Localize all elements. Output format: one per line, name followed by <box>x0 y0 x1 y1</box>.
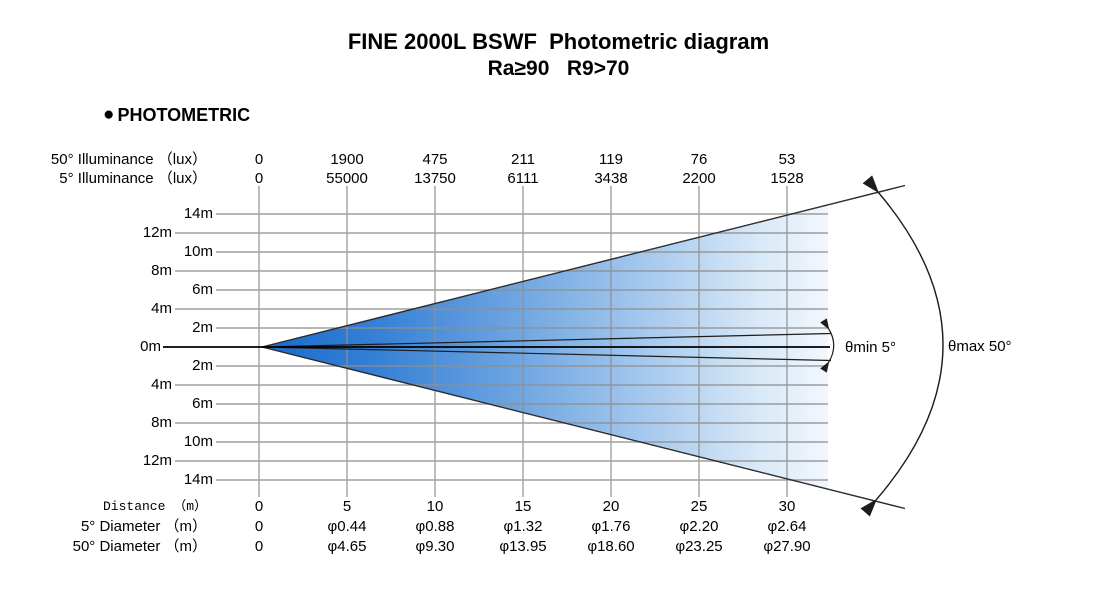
bullet-icon: ● <box>103 104 115 125</box>
y-axis-label: 2m <box>192 357 213 374</box>
y-axis-label: 8m <box>151 414 172 431</box>
distance-label: Distance （m） <box>102 499 207 514</box>
theta-max-arc <box>860 175 944 517</box>
illuminance-50-value: 475 <box>422 151 448 168</box>
y-axis-label: 4m <box>151 376 172 393</box>
y-axis-label: 6m <box>192 281 213 298</box>
illuminance-50-value: 211 <box>511 151 535 168</box>
diameter-5-value: φ2.20 <box>679 518 719 535</box>
illuminance-50-value: 1900 <box>330 151 364 168</box>
illuminance-50-label: 50° Illuminance （lux） <box>50 151 207 168</box>
distance-value: 0 <box>254 498 264 515</box>
illuminance-5-value: 1528 <box>770 170 804 187</box>
section-label: PHOTOMETRIC <box>117 104 251 125</box>
y-axis-label: 2m <box>192 319 213 336</box>
illuminance-50-value: 119 <box>599 151 623 168</box>
illuminance-50-value: 0 <box>254 151 264 168</box>
theta-max-label: θmax 50° <box>948 338 1012 355</box>
diameter-5-value: φ1.32 <box>503 518 543 535</box>
illuminance-5-value: 3438 <box>594 170 628 187</box>
illuminance-50-value: 53 <box>778 151 796 168</box>
diameter-50-value: φ9.30 <box>415 538 455 555</box>
y-axis-label: 14m <box>183 205 213 222</box>
diameter-5-label: 5° Diameter （m） <box>80 518 207 535</box>
y-axis-label-zero: 0m <box>140 338 161 355</box>
grid-lines <box>175 186 828 497</box>
illuminance-5-value: 0 <box>254 170 264 187</box>
illuminance-5-value: 6111 <box>507 170 539 187</box>
distance-value: 25 <box>690 498 708 515</box>
diameter-5-value: φ0.88 <box>415 518 455 535</box>
diameter-5-value: φ1.76 <box>591 518 631 535</box>
diameter-50-value: φ13.95 <box>499 538 547 555</box>
y-axis-label: 10m <box>183 433 213 450</box>
distance-value: 20 <box>602 498 620 515</box>
diameter-50-value: φ18.60 <box>587 538 635 555</box>
y-axis-label: 4m <box>151 300 172 317</box>
diameter-5-value: φ2.64 <box>767 518 807 535</box>
distance-value: 5 <box>342 498 352 515</box>
diameter-50-value: φ27.90 <box>763 538 811 555</box>
y-axis-label: 6m <box>192 395 213 412</box>
diameter-5-value: 0 <box>254 518 264 535</box>
y-axis-label: 12m <box>142 452 172 469</box>
diameter-5-value: φ0.44 <box>327 518 367 535</box>
illuminance-50-value: 76 <box>690 151 708 168</box>
section-header: ● PHOTOMETRIC <box>103 104 250 126</box>
page-subtitle: Ra≥90 R9>70 <box>487 57 630 80</box>
y-axis-label: 14m <box>183 471 213 488</box>
distance-value: 15 <box>514 498 532 515</box>
y-axis-label: 8m <box>151 262 172 279</box>
distance-value: 30 <box>778 498 796 515</box>
theta-min-arc <box>820 318 835 373</box>
distance-value: 10 <box>426 498 444 515</box>
diameter-50-value: φ23.25 <box>675 538 723 555</box>
theta-min-label: θmin 5° <box>845 339 897 356</box>
y-axis-label: 10m <box>183 243 213 260</box>
illuminance-5-label: 5° Illuminance （lux） <box>59 170 207 187</box>
diameter-50-label: 50° Diameter （m） <box>72 538 207 555</box>
page-title: FINE 2000L BSWF Photometric diagram <box>347 29 770 54</box>
illuminance-5-value: 55000 <box>326 170 368 187</box>
illuminance-5-value: 13750 <box>414 170 456 187</box>
diameter-50-value: φ4.65 <box>327 538 367 555</box>
diameter-50-value: 0 <box>254 538 264 555</box>
y-axis-label: 12m <box>142 224 172 241</box>
illuminance-5-value: 2200 <box>682 170 716 187</box>
